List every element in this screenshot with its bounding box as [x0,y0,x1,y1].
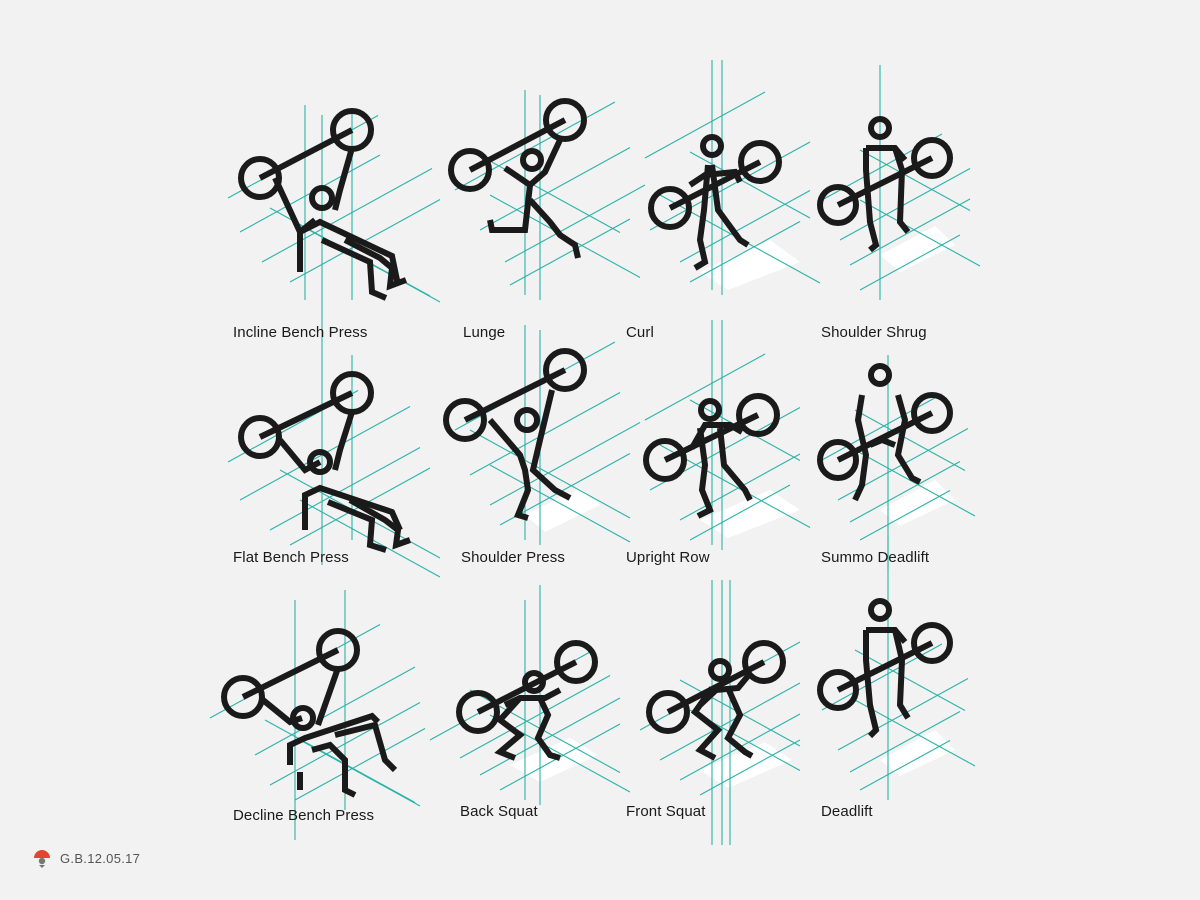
figures [221,98,953,798]
back-squat-icon [456,640,598,761]
label-shoulder-press: Shoulder Press [461,549,565,566]
label-lunge: Lunge [463,324,506,341]
label-curl: Curl [626,324,654,341]
deadlift-icon [817,598,953,739]
label-upright-row: Upright Row [626,549,710,566]
signature: G.B.12.05.17 [32,848,140,868]
incline-bench-press-icon [238,108,408,301]
shoulder-shrug-icon [817,116,953,253]
label-shoulder-shrug: Shoulder Shrug [821,324,927,341]
label-front-squat: Front Squat [626,803,706,820]
label-incline-bench-press: Incline Bench Press [233,324,368,341]
label-back-squat: Back Squat [460,803,538,820]
front-squat-icon [646,640,786,761]
summo-deadlift-icon [817,363,953,502]
upright-row-icon [643,393,780,519]
label-summo-deadlift: Summo Deadlift [821,549,930,566]
flat-bench-press-icon [238,371,412,553]
signature-stamp-icon [34,850,50,868]
lunge-icon [448,98,587,259]
decline-bench-press-icon [221,628,398,798]
shoulder-press-icon [443,348,587,521]
curl-icon [648,134,782,271]
label-decline-bench-press: Decline Bench Press [233,807,375,824]
signature-text: G.B.12.05.17 [60,850,141,866]
label-deadlift: Deadlift [821,803,873,820]
label-flat-bench-press: Flat Bench Press [233,549,349,566]
